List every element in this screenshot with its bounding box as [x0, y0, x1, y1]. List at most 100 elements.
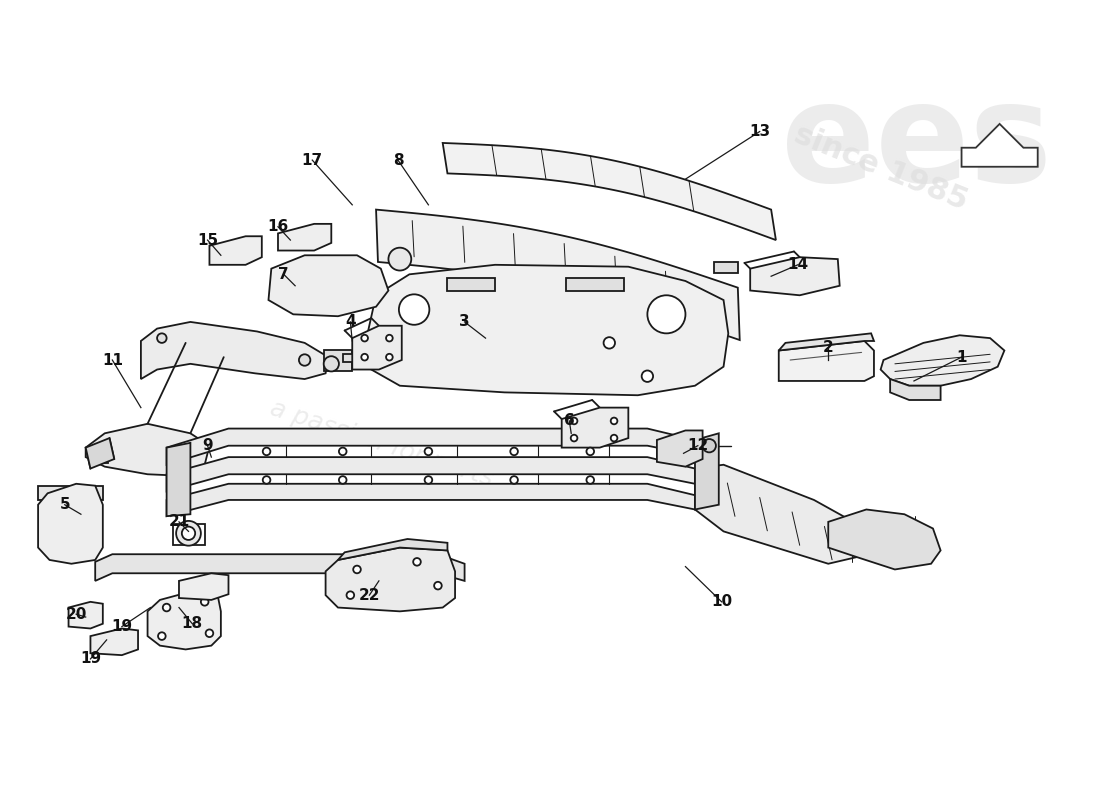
Polygon shape [442, 143, 776, 240]
Polygon shape [96, 554, 464, 581]
Text: 15: 15 [197, 233, 218, 247]
Circle shape [399, 294, 429, 325]
Circle shape [339, 448, 346, 455]
Polygon shape [961, 124, 1037, 166]
Text: 17: 17 [301, 153, 322, 167]
Polygon shape [326, 547, 455, 611]
Polygon shape [141, 322, 329, 379]
Bar [448, 278, 495, 291]
Circle shape [648, 295, 685, 334]
Circle shape [586, 448, 594, 455]
Circle shape [571, 434, 578, 442]
Text: 14: 14 [788, 258, 808, 272]
Polygon shape [695, 465, 861, 564]
Text: 16: 16 [267, 219, 288, 234]
Bar [343, 354, 360, 362]
Polygon shape [657, 430, 703, 466]
Polygon shape [278, 224, 331, 250]
Circle shape [163, 604, 170, 611]
Polygon shape [338, 539, 448, 560]
Polygon shape [147, 590, 221, 650]
Circle shape [604, 337, 615, 349]
Bar [358, 350, 374, 358]
Polygon shape [90, 629, 138, 655]
Circle shape [361, 334, 368, 342]
Bar [39, 486, 102, 500]
Text: 13: 13 [749, 124, 770, 139]
Circle shape [414, 558, 421, 566]
Polygon shape [779, 334, 874, 350]
Bar [323, 350, 352, 371]
Polygon shape [166, 443, 190, 516]
Text: 20: 20 [66, 606, 87, 622]
Bar [50, 505, 89, 545]
Polygon shape [166, 457, 695, 491]
Polygon shape [695, 434, 718, 510]
Circle shape [201, 598, 209, 606]
Circle shape [263, 476, 271, 484]
Circle shape [388, 248, 411, 270]
Circle shape [425, 476, 432, 484]
Circle shape [361, 354, 368, 361]
Circle shape [182, 526, 195, 540]
Circle shape [157, 334, 166, 343]
Circle shape [158, 632, 166, 640]
Polygon shape [68, 602, 102, 629]
Text: 7: 7 [278, 267, 289, 282]
Circle shape [339, 476, 346, 484]
Text: 4: 4 [345, 314, 355, 330]
Circle shape [610, 434, 617, 442]
Circle shape [641, 370, 653, 382]
Polygon shape [779, 341, 874, 381]
Text: 2: 2 [823, 340, 834, 355]
Circle shape [263, 448, 271, 455]
Text: 12: 12 [688, 438, 708, 453]
Text: since 1985: since 1985 [790, 119, 972, 215]
Text: 9: 9 [202, 438, 213, 453]
Polygon shape [39, 484, 102, 564]
Polygon shape [86, 424, 209, 476]
Text: ees: ees [781, 76, 1052, 211]
Circle shape [434, 582, 442, 590]
Text: 8: 8 [393, 153, 404, 167]
Text: 18: 18 [182, 616, 202, 631]
Circle shape [89, 610, 97, 617]
Text: 11: 11 [102, 353, 123, 367]
Text: 22: 22 [359, 588, 381, 602]
Polygon shape [166, 484, 695, 516]
Text: 10: 10 [711, 594, 733, 610]
Text: 1: 1 [956, 350, 967, 365]
Polygon shape [86, 438, 114, 469]
Text: 19: 19 [111, 619, 132, 634]
Circle shape [176, 521, 201, 546]
Text: 3: 3 [460, 314, 470, 330]
Circle shape [299, 354, 310, 366]
Text: 6: 6 [564, 414, 574, 429]
Polygon shape [179, 574, 229, 600]
Circle shape [346, 591, 354, 599]
Circle shape [571, 418, 578, 424]
Bar [714, 262, 738, 274]
Bar [566, 278, 624, 291]
Polygon shape [828, 510, 940, 570]
Text: a passion for parts: a passion for parts [266, 396, 496, 490]
Polygon shape [376, 210, 739, 340]
Circle shape [206, 630, 213, 637]
Text: 5: 5 [59, 498, 70, 512]
Polygon shape [562, 408, 628, 448]
Polygon shape [366, 265, 728, 395]
Circle shape [510, 476, 518, 484]
Circle shape [703, 439, 716, 452]
Text: 21: 21 [168, 514, 189, 530]
Circle shape [425, 448, 432, 455]
Circle shape [73, 611, 80, 619]
Circle shape [386, 334, 393, 342]
Text: 19: 19 [80, 651, 101, 666]
Polygon shape [268, 255, 388, 316]
Circle shape [586, 476, 594, 484]
Polygon shape [750, 257, 839, 295]
Polygon shape [890, 379, 940, 400]
Circle shape [510, 448, 518, 455]
Polygon shape [166, 429, 695, 465]
Circle shape [353, 566, 361, 574]
